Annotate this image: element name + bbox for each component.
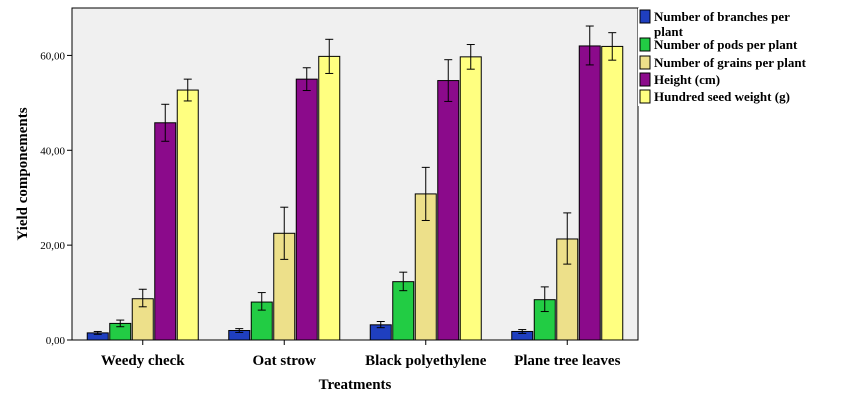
legend-box (638, 8, 848, 106)
bar-series-group (86, 45, 624, 341)
legend-label: Number of branches per (654, 9, 790, 24)
bar (295, 78, 318, 341)
y-tick-label: 60,00 (40, 50, 65, 62)
legend-swatch (639, 37, 651, 52)
y-axis-title: Yield componements (15, 107, 31, 240)
bar (459, 56, 482, 341)
bar (578, 45, 601, 341)
x-axis-title: Treatments (319, 377, 392, 393)
bar (601, 45, 624, 341)
legend-label: Number of grains per plant (654, 55, 807, 70)
error-bars-group (93, 25, 617, 335)
x-tick-label: Plane tree leaves (514, 353, 621, 369)
y-tick-label: 0,00 (46, 335, 66, 347)
legend-swatch (639, 72, 651, 87)
x-tick-label: Weedy check (101, 353, 185, 369)
x-tick-label: Oat strow (253, 353, 317, 369)
y-tick-label: 20,00 (40, 240, 65, 252)
bar (176, 89, 199, 341)
legend-label: plant (654, 24, 684, 39)
x-tick-label: Black polyethylene (365, 353, 487, 369)
y-tick-label: 40,00 (40, 145, 65, 157)
legend-swatch (639, 55, 651, 70)
y-axis: 0,00 20,00 40,00 60,00 (40, 50, 72, 347)
legend-label: Hundred seed weight (g) (654, 89, 790, 104)
legend-label: Number of pods per plant (654, 37, 798, 52)
bar (154, 122, 177, 341)
bar (318, 55, 341, 341)
bar (437, 80, 460, 341)
legend-swatch (639, 9, 651, 24)
legend-label: Height (cm) (654, 72, 720, 87)
legend-swatch (639, 89, 651, 104)
x-axis: Weedy check Oat strow Black polyethylene Pl… (101, 340, 621, 369)
